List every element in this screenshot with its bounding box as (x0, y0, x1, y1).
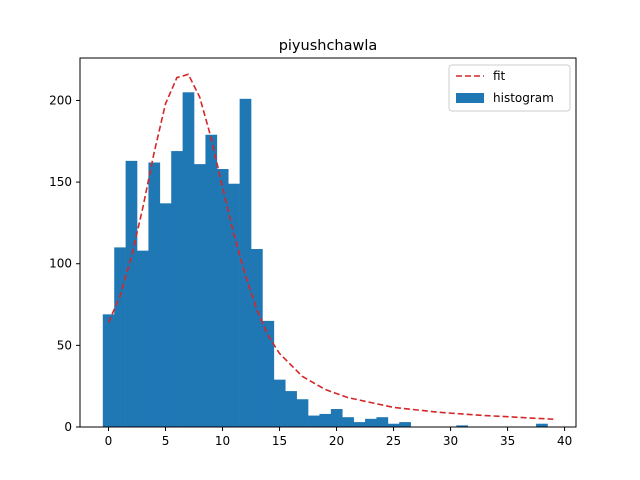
histogram-bar (102, 314, 115, 427)
histogram-bar (114, 247, 126, 427)
histogram-bar (171, 151, 183, 427)
x-tick-label: 5 (162, 434, 170, 448)
x-tick-label: 15 (272, 434, 287, 448)
histogram-bar (365, 418, 377, 427)
legend-histogram-swatch (456, 93, 484, 103)
plot-frame (79, 57, 577, 428)
y-tick-label: 100 (49, 257, 72, 271)
x-tick-label: 30 (443, 434, 458, 448)
chart-title: piyushchawla (279, 38, 378, 54)
legend: fit histogram (448, 64, 571, 112)
histogram-bar (251, 249, 263, 427)
legend-histogram-label: histogram (493, 91, 554, 105)
legend-fit-label: fit (493, 69, 506, 83)
y-tick-label: 150 (49, 175, 72, 189)
histogram-bar (285, 391, 297, 427)
y-tick-label: 50 (57, 338, 72, 352)
histogram-bar (536, 423, 548, 427)
axes: 0 5 10 15 20 25 30 35 40 0 50 100 150 200 (49, 57, 577, 448)
histogram-bar (330, 409, 343, 427)
histogram-bar (228, 183, 240, 427)
histogram-bar (376, 417, 389, 427)
histogram-bar (308, 415, 320, 427)
histogram-bar (194, 164, 206, 427)
x-tick-label: 25 (386, 434, 401, 448)
histogram-bar (239, 98, 252, 427)
histogram-bar (273, 379, 286, 427)
histogram-bars (102, 92, 548, 428)
histogram-bar (148, 162, 161, 427)
histogram-bar (262, 320, 275, 427)
histogram-bar (342, 417, 354, 427)
histogram-bar (319, 413, 332, 427)
fit-line (107, 73, 554, 420)
histogram-bar (456, 425, 468, 427)
x-tick-label: 0 (105, 434, 113, 448)
x-tick-label: 40 (557, 434, 572, 448)
histogram-bar (182, 92, 195, 427)
y-tick-label: 200 (49, 93, 72, 107)
y-tick-label: 0 (64, 420, 72, 434)
histogram-bar (216, 169, 229, 427)
histogram-bar (125, 160, 138, 428)
histogram-bar (137, 250, 149, 427)
histogram-bar (159, 203, 172, 427)
x-tick-label: 10 (215, 434, 230, 448)
x-tick-label: 20 (329, 434, 344, 448)
histogram-bar (296, 399, 309, 427)
histogram-bar (205, 134, 218, 428)
x-tick-label: 35 (500, 434, 515, 448)
histogram-bar (353, 422, 366, 427)
histogram-bar (387, 423, 400, 427)
fit-line-group (107, 73, 554, 420)
histogram-bar (399, 422, 411, 427)
